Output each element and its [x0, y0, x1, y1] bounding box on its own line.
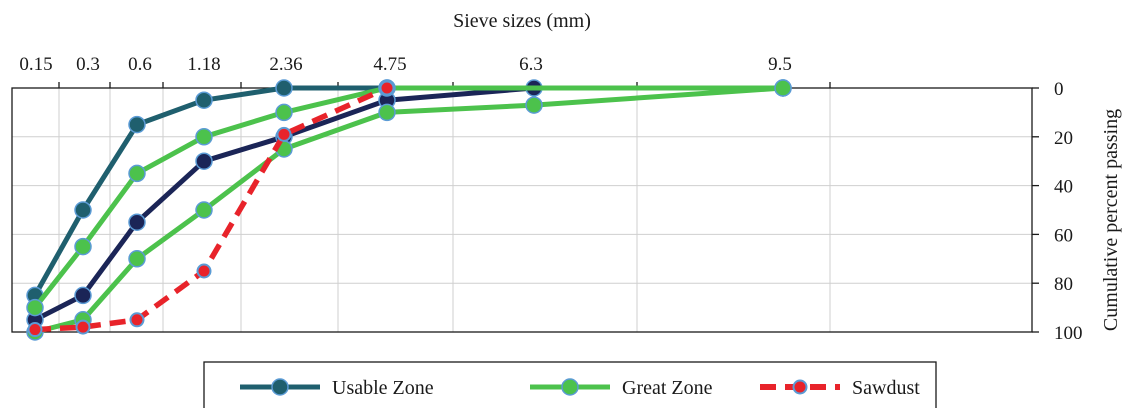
legend-label: Sawdust [852, 377, 920, 399]
legend-label: Usable Zone [332, 377, 434, 399]
y-tick-label: 20 [1054, 128, 1073, 149]
y-tick-label: 60 [1054, 225, 1073, 246]
data-point [195, 152, 213, 170]
data-point [27, 322, 43, 338]
data-point [195, 91, 213, 109]
legend: Usable Zone Great Zone Sawdust [203, 361, 937, 408]
data-point [74, 201, 92, 219]
data-point [74, 237, 92, 256]
data-point [379, 80, 395, 96]
y-tick-label: 40 [1054, 177, 1073, 198]
series-line [34, 85, 784, 335]
legend-marker [271, 378, 289, 396]
data-point [196, 263, 212, 279]
x-tick-label: 4.75 [373, 54, 406, 75]
x-tick-label: 6.3 [519, 54, 543, 75]
y-tick-label: 80 [1054, 274, 1073, 295]
data-point [129, 312, 145, 328]
x-tick-label: 1.18 [187, 54, 220, 75]
y-axis-title: Cumulative percent passing [1100, 109, 1122, 331]
data-point [75, 319, 91, 335]
data-point [276, 126, 292, 142]
x-tick-label: 0.3 [76, 54, 100, 75]
grid-lines [12, 87, 1032, 333]
legend-marker [792, 379, 808, 395]
y-tick-label: 100 [1054, 323, 1083, 344]
data-point [74, 286, 92, 305]
data-point [128, 213, 146, 231]
series-great-zone [26, 79, 792, 317]
x-tick-label: 2.36 [269, 54, 302, 75]
series-line [32, 85, 387, 297]
series-sawdust [27, 80, 395, 338]
legend-label: Great Zone [622, 377, 713, 399]
data-point [275, 103, 293, 122]
data-point [378, 103, 396, 122]
x-axis-title: Sieve sizes (mm) [453, 10, 591, 32]
data-point [195, 128, 213, 146]
data-point [26, 298, 44, 317]
y-axis-ticks: 0 20 40 60 80 100 [1032, 79, 1083, 344]
legend-marker [561, 378, 579, 396]
data-point [195, 201, 213, 219]
data-point [774, 79, 792, 97]
series-lines [26, 79, 792, 341]
x-tick-label: 0.15 [19, 54, 52, 75]
data-point [525, 96, 543, 114]
y-tick-label: 0 [1054, 79, 1064, 100]
data-point [128, 164, 146, 183]
data-point [275, 79, 293, 97]
data-point [128, 250, 146, 268]
x-tick-label: 9.5 [768, 54, 792, 75]
x-axis-ticks: 0.15 0.3 0.6 1.18 2.36 4.75 6.3 9.5 [19, 54, 831, 88]
series-line [34, 85, 389, 333]
data-point [128, 115, 146, 134]
plot-area-frame [11, 87, 1033, 333]
x-tick-label: 0.6 [128, 54, 152, 75]
